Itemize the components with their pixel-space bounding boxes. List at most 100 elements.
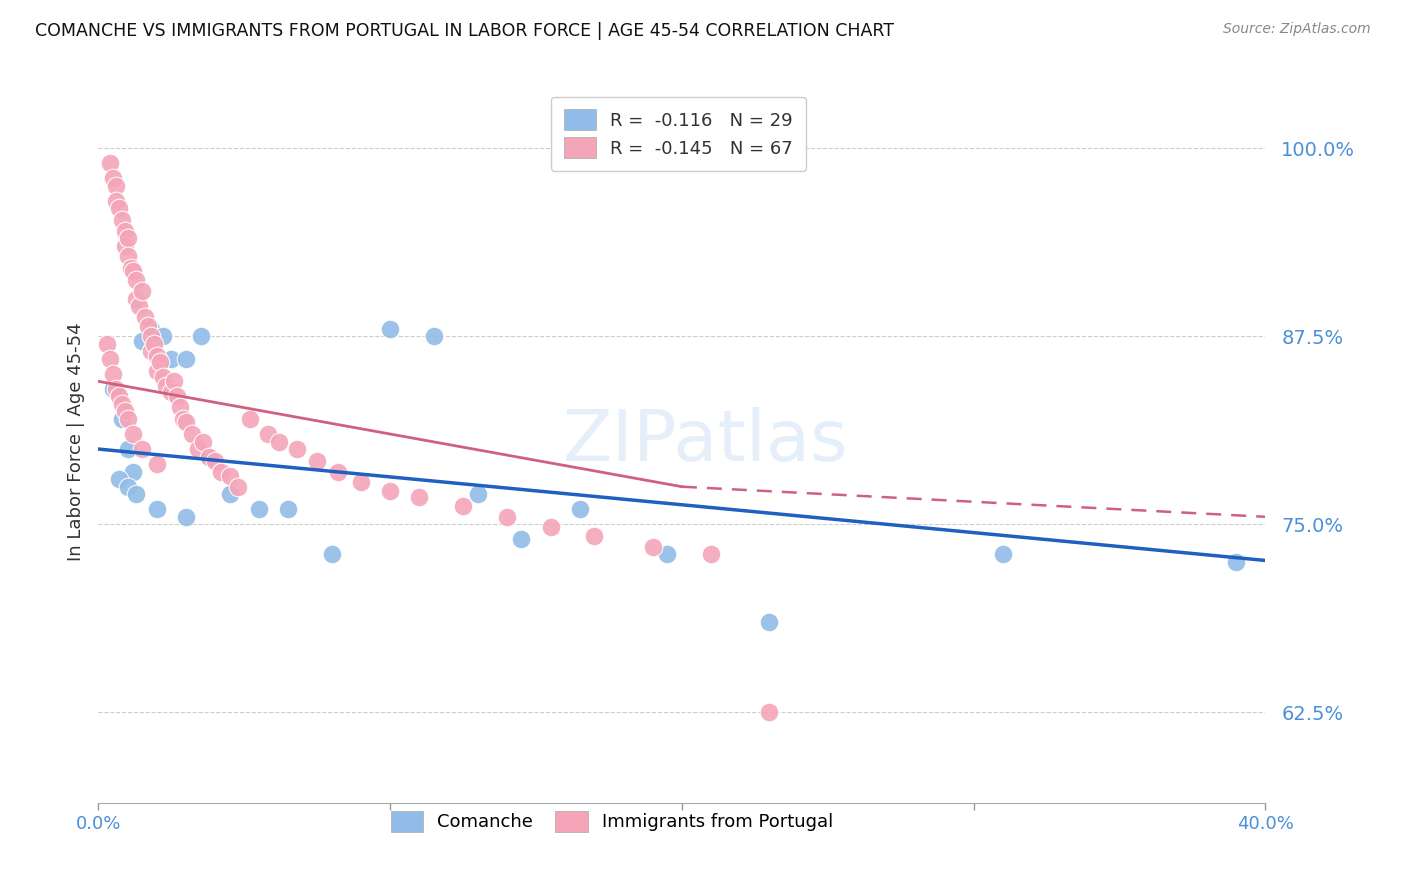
Point [218, 487, 240, 501]
Point [104, 194, 127, 208]
Point [134, 310, 156, 324]
Point [350, 475, 373, 490]
Point [1225, 555, 1247, 569]
Point [209, 465, 232, 479]
Point [423, 329, 446, 343]
Point [146, 457, 169, 471]
Point [187, 442, 209, 456]
Point [152, 329, 174, 343]
Point [583, 529, 606, 543]
Point [101, 367, 124, 381]
Point [218, 469, 240, 483]
Point [198, 450, 221, 464]
Point [104, 178, 127, 193]
Point [700, 548, 723, 562]
Point [641, 540, 664, 554]
Point [136, 318, 159, 333]
Point [408, 490, 430, 504]
Point [657, 548, 679, 562]
Point [174, 509, 197, 524]
Point [125, 273, 148, 287]
Point [111, 412, 134, 426]
Text: ZIPatlas: ZIPatlas [562, 407, 848, 476]
Point [139, 344, 162, 359]
Point [380, 484, 402, 499]
Point [307, 454, 329, 468]
Point [172, 412, 194, 426]
Point [108, 201, 131, 215]
Point [139, 329, 162, 343]
Point [117, 231, 139, 245]
Point [326, 465, 349, 479]
Point [114, 239, 136, 253]
Point [228, 480, 250, 494]
Text: Source: ZipAtlas.com: Source: ZipAtlas.com [1223, 22, 1371, 37]
Point [104, 382, 127, 396]
Point [142, 336, 165, 351]
Point [96, 336, 118, 351]
Point [496, 509, 519, 524]
Point [114, 404, 136, 418]
Text: COMANCHE VS IMMIGRANTS FROM PORTUGAL IN LABOR FORCE | AGE 45-54 CORRELATION CHAR: COMANCHE VS IMMIGRANTS FROM PORTUGAL IN … [35, 22, 894, 40]
Point [540, 520, 562, 534]
Point [128, 299, 150, 313]
Point [146, 502, 169, 516]
Point [247, 502, 270, 516]
Point [101, 382, 124, 396]
Point [131, 334, 153, 348]
Point [152, 369, 174, 384]
Point [117, 249, 139, 263]
Point [125, 487, 148, 501]
Legend: Comanche, Immigrants from Portugal: Comanche, Immigrants from Portugal [378, 798, 846, 845]
Point [166, 389, 188, 403]
Point [139, 321, 162, 335]
Point [256, 427, 278, 442]
Point [131, 284, 153, 298]
Point [239, 412, 262, 426]
Point [169, 400, 191, 414]
Point [163, 374, 186, 388]
Point [122, 465, 145, 479]
Point [98, 351, 121, 366]
Point [510, 533, 533, 547]
Point [117, 442, 139, 456]
Point [155, 379, 177, 393]
Point [451, 500, 474, 514]
Point [108, 472, 131, 486]
Point [174, 351, 197, 366]
Point [190, 329, 212, 343]
Point [285, 442, 308, 456]
Point [277, 502, 299, 516]
Point [467, 487, 489, 501]
Point [117, 480, 139, 494]
Point [122, 264, 145, 278]
Point [204, 454, 226, 468]
Point [193, 434, 215, 449]
Point [114, 224, 136, 238]
Point [117, 412, 139, 426]
Point [120, 261, 142, 276]
Point [101, 171, 124, 186]
Point [122, 427, 145, 442]
Point [180, 427, 202, 442]
Point [174, 415, 197, 429]
Point [111, 397, 134, 411]
Point [758, 615, 780, 629]
Point [568, 502, 591, 516]
Point [380, 321, 402, 335]
Point [131, 442, 153, 456]
Point [160, 351, 183, 366]
Point [321, 548, 343, 562]
Point [149, 355, 172, 369]
Point [269, 434, 291, 449]
Point [125, 292, 148, 306]
Point [758, 706, 780, 720]
Point [111, 213, 134, 227]
Point [146, 364, 169, 378]
Y-axis label: In Labor Force | Age 45-54: In Labor Force | Age 45-54 [66, 322, 84, 561]
Point [98, 156, 121, 170]
Point [198, 450, 221, 464]
Point [160, 384, 183, 399]
Point [991, 548, 1014, 562]
Point [108, 389, 131, 403]
